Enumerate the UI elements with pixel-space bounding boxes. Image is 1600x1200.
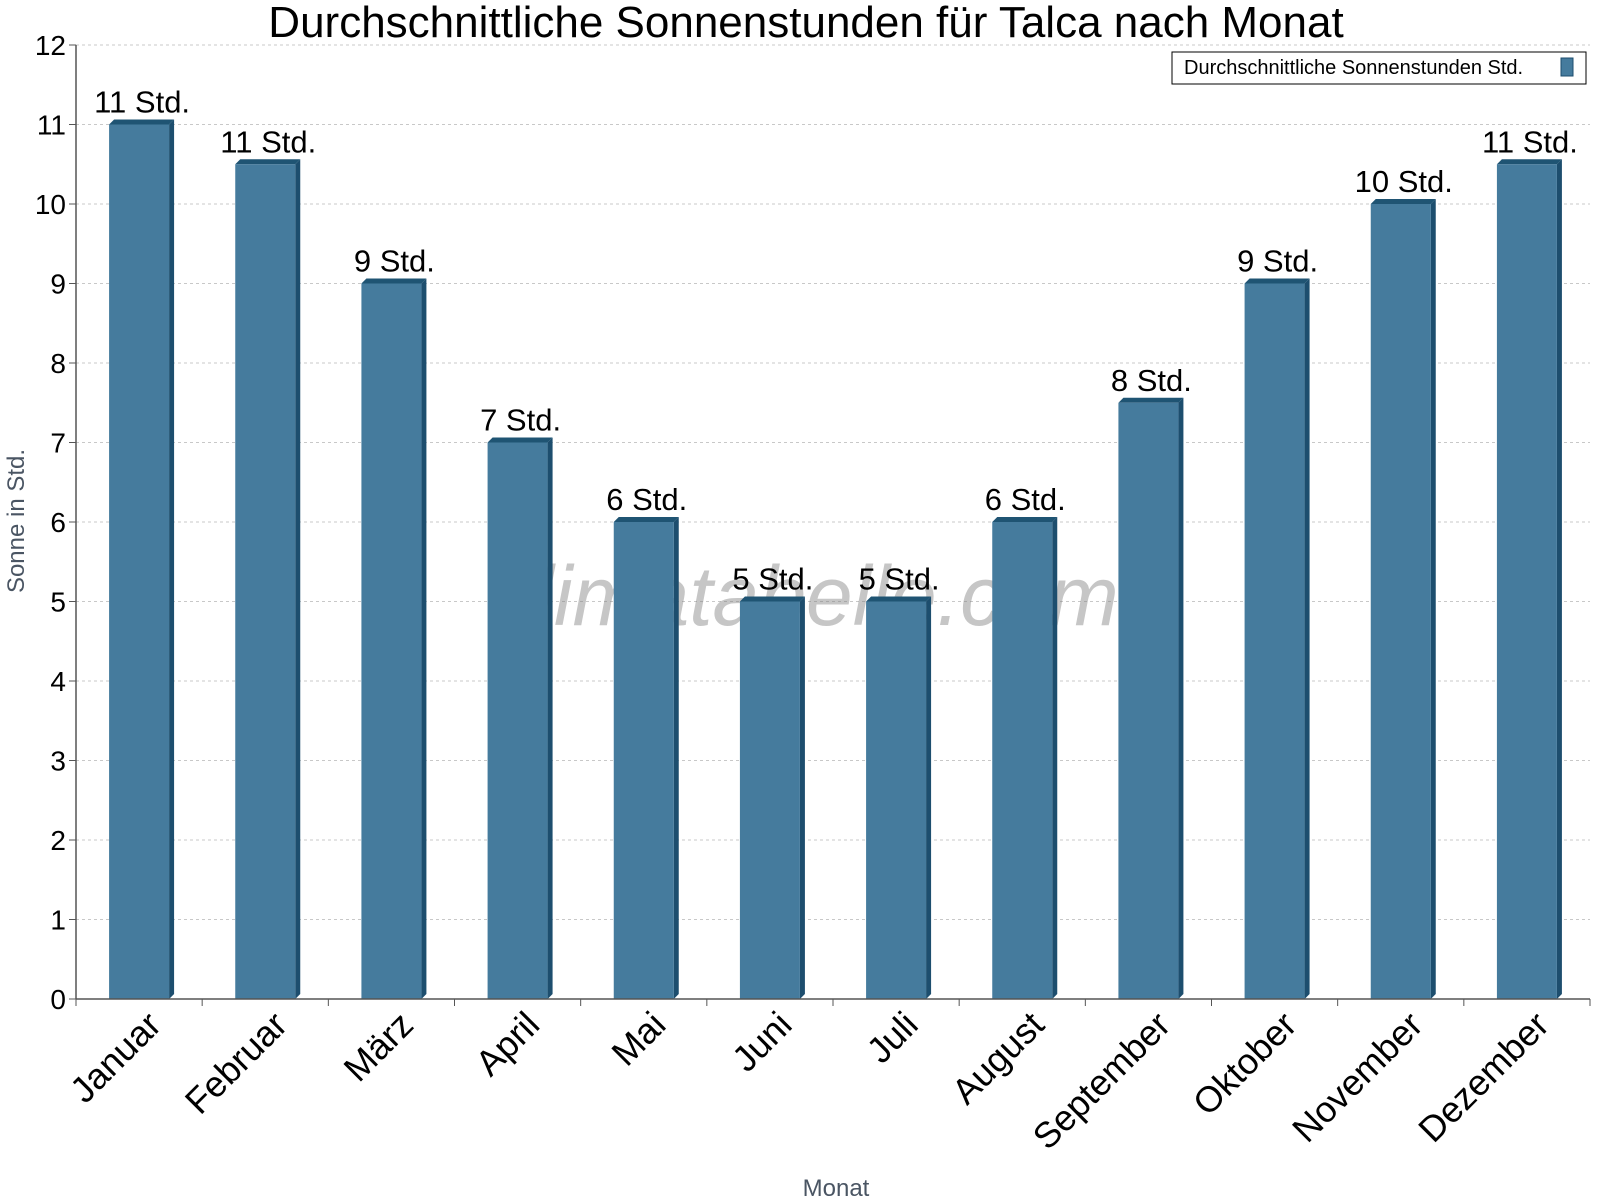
legend-label: Durchschnittliche Sonnenstunden Std. bbox=[1184, 57, 1523, 79]
y-tick-label: 5 bbox=[50, 587, 66, 618]
bar bbox=[613, 522, 674, 999]
bar-side bbox=[673, 517, 679, 999]
bar bbox=[235, 164, 296, 999]
x-tick-label: Januar bbox=[62, 1004, 169, 1111]
x-tick-label: Dezember bbox=[1410, 1004, 1556, 1150]
bar-top bbox=[992, 517, 1058, 522]
bar-side bbox=[1178, 397, 1184, 999]
x-tick-label: Juli bbox=[859, 1004, 926, 1071]
y-tick-label: 2 bbox=[50, 825, 66, 856]
bar-top bbox=[1496, 159, 1562, 165]
y-tick-label: 12 bbox=[35, 30, 66, 61]
x-tick-label: April bbox=[467, 1004, 547, 1084]
x-axis-label: Monat bbox=[803, 1175, 870, 1200]
x-tick-label: November bbox=[1284, 1004, 1430, 1150]
y-tick-label: 4 bbox=[50, 666, 66, 697]
bar-top bbox=[109, 119, 175, 125]
bar-top bbox=[1118, 397, 1184, 403]
bar-side bbox=[547, 437, 553, 999]
bar-side bbox=[169, 119, 175, 999]
bar-side bbox=[1304, 278, 1310, 999]
bar bbox=[866, 601, 927, 999]
bar-side bbox=[1430, 199, 1436, 999]
data-label: 9 Std. bbox=[1237, 244, 1318, 279]
bar bbox=[992, 522, 1053, 999]
data-label: 5 Std. bbox=[859, 562, 940, 597]
bar-top bbox=[235, 159, 301, 165]
data-label: 10 Std. bbox=[1355, 164, 1453, 199]
x-tick-label: Oktober bbox=[1185, 1004, 1305, 1124]
legend-swatch bbox=[1560, 57, 1574, 77]
bar-top bbox=[1244, 278, 1310, 284]
bar-top bbox=[361, 278, 427, 284]
y-tick-label: 3 bbox=[50, 746, 66, 777]
x-tick-label: Februar bbox=[177, 1004, 295, 1122]
y-tick-label: 1 bbox=[50, 905, 66, 936]
bar-top bbox=[613, 517, 679, 522]
bar bbox=[1244, 283, 1305, 999]
x-ticks: Januar Februar März April Mai Juni Juli AugustS… bbox=[62, 999, 1591, 1158]
bar-top bbox=[1370, 199, 1436, 204]
grid-lines bbox=[76, 44, 1590, 920]
data-label: 11 Std. bbox=[94, 85, 190, 120]
x-tick-label: September bbox=[1025, 1004, 1179, 1158]
bar bbox=[109, 124, 170, 999]
bar bbox=[361, 283, 422, 999]
x-tick-label: März bbox=[336, 1004, 422, 1090]
bar-side bbox=[1052, 517, 1058, 999]
bar bbox=[1370, 204, 1431, 999]
bar-top bbox=[739, 596, 805, 602]
y-tick-label: 7 bbox=[50, 428, 66, 459]
chart-title: Durchschnittliche Sonnenstunden für Talc… bbox=[268, 0, 1343, 47]
bar-side bbox=[421, 278, 427, 999]
data-label: 9 Std. bbox=[354, 244, 435, 279]
x-tick-label: Juni bbox=[724, 1004, 800, 1080]
bar-side bbox=[926, 596, 932, 999]
x-tick-label: August bbox=[944, 1004, 1052, 1112]
x-tick-label: Mai bbox=[603, 1004, 673, 1074]
data-label: 7 Std. bbox=[480, 403, 561, 438]
y-axis-label: Sonne in Std. bbox=[3, 449, 30, 593]
y-tick-label: 6 bbox=[50, 507, 66, 538]
data-label: 11 Std. bbox=[220, 124, 316, 159]
bar bbox=[739, 601, 800, 999]
bars bbox=[109, 119, 1562, 999]
data-label: 5 Std. bbox=[732, 562, 813, 597]
legend: Durchschnittliche Sonnenstunden Std. bbox=[1171, 51, 1587, 85]
y-tick-label: 8 bbox=[50, 348, 66, 379]
data-label: 6 Std. bbox=[606, 482, 687, 517]
legend-box bbox=[1171, 51, 1587, 85]
bar-side bbox=[295, 159, 301, 999]
y-tick-label: 11 bbox=[37, 110, 66, 141]
y-tick-label: 9 bbox=[50, 269, 66, 300]
y-tick-label: 10 bbox=[35, 189, 66, 220]
bar-top bbox=[866, 596, 932, 602]
data-label: 11 Std. bbox=[1482, 124, 1578, 159]
data-label: 8 Std. bbox=[1111, 363, 1192, 398]
bar-side bbox=[799, 596, 805, 999]
bar-side bbox=[1556, 159, 1562, 999]
bar bbox=[1496, 164, 1557, 999]
bar bbox=[1118, 402, 1179, 999]
bar-top bbox=[487, 437, 553, 443]
y-tick-label: 0 bbox=[50, 984, 66, 1015]
data-label: 6 Std. bbox=[985, 482, 1066, 517]
bar bbox=[487, 442, 548, 999]
data-labels: 11 Std. 11 Std. 9 Std. 7 Std. 6 Std. 5 Std. 5 … bbox=[94, 85, 1578, 597]
